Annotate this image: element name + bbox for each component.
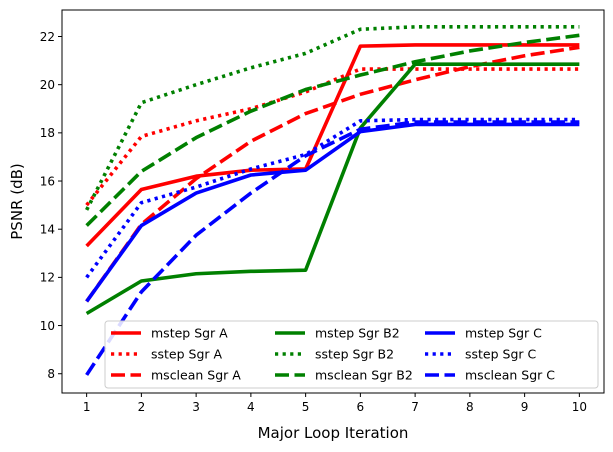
series-line-sstep-sgr-b2 — [85, 25, 580, 211]
legend-label: mstep Sgr A — [151, 326, 228, 341]
series-line-sstep-sgr-c — [85, 117, 580, 279]
y-tick-label: 20 — [40, 78, 55, 92]
legend-label: sstep Sgr C — [465, 347, 537, 362]
legend-label: sstep Sgr A — [151, 347, 223, 362]
legend-label: sstep Sgr B2 — [315, 347, 394, 362]
legend-label: mstep Sgr B2 — [315, 326, 400, 341]
x-tick-label: 6 — [357, 400, 365, 414]
legend-label: msclean Sgr B2 — [315, 368, 413, 383]
plot-frame — [61, 9, 605, 394]
y-tick-label: 18 — [40, 126, 55, 140]
series-line-mstep-sgr-b2 — [85, 62, 580, 316]
x-tick-label: 7 — [411, 400, 419, 414]
x-tick-label: 9 — [521, 400, 529, 414]
legend-frame — [104, 320, 599, 389]
legend-label: mstep Sgr C — [465, 326, 542, 341]
y-tick-label: 14 — [40, 223, 55, 237]
x-axis-label: Major Loop Iteration — [258, 424, 409, 442]
y-tick-label: 8 — [47, 367, 55, 381]
x-tick-label: 4 — [247, 400, 255, 414]
series-line-msclean-sgr-c — [85, 120, 580, 376]
x-tick-label: 8 — [466, 400, 474, 414]
plot-layer — [85, 25, 580, 376]
y-tick-label: 22 — [40, 30, 55, 44]
x-tick-label: 2 — [138, 400, 146, 414]
series-line-msclean-sgr-a — [85, 45, 580, 303]
x-tick-label: 3 — [192, 400, 200, 414]
x-tick-label: 1 — [83, 400, 91, 414]
x-tick-label: 5 — [302, 400, 310, 414]
series-line-sstep-sgr-a — [85, 67, 580, 207]
legend-label: msclean Sgr C — [465, 368, 555, 383]
y-tick-label: 12 — [40, 271, 55, 285]
y-tick-label: 16 — [40, 174, 55, 188]
series-line-mstep-sgr-c — [85, 122, 580, 303]
y-tick-label: 10 — [40, 319, 55, 333]
x-tick-label: 10 — [572, 400, 587, 414]
legend: mstep Sgr A sstep Sgr A msclean Sgr A mstep… — [104, 320, 599, 389]
legend-label: msclean Sgr A — [151, 368, 241, 383]
y-axis-label: PSNR (dB) — [8, 163, 26, 240]
series-line-msclean-sgr-b2 — [85, 33, 580, 227]
